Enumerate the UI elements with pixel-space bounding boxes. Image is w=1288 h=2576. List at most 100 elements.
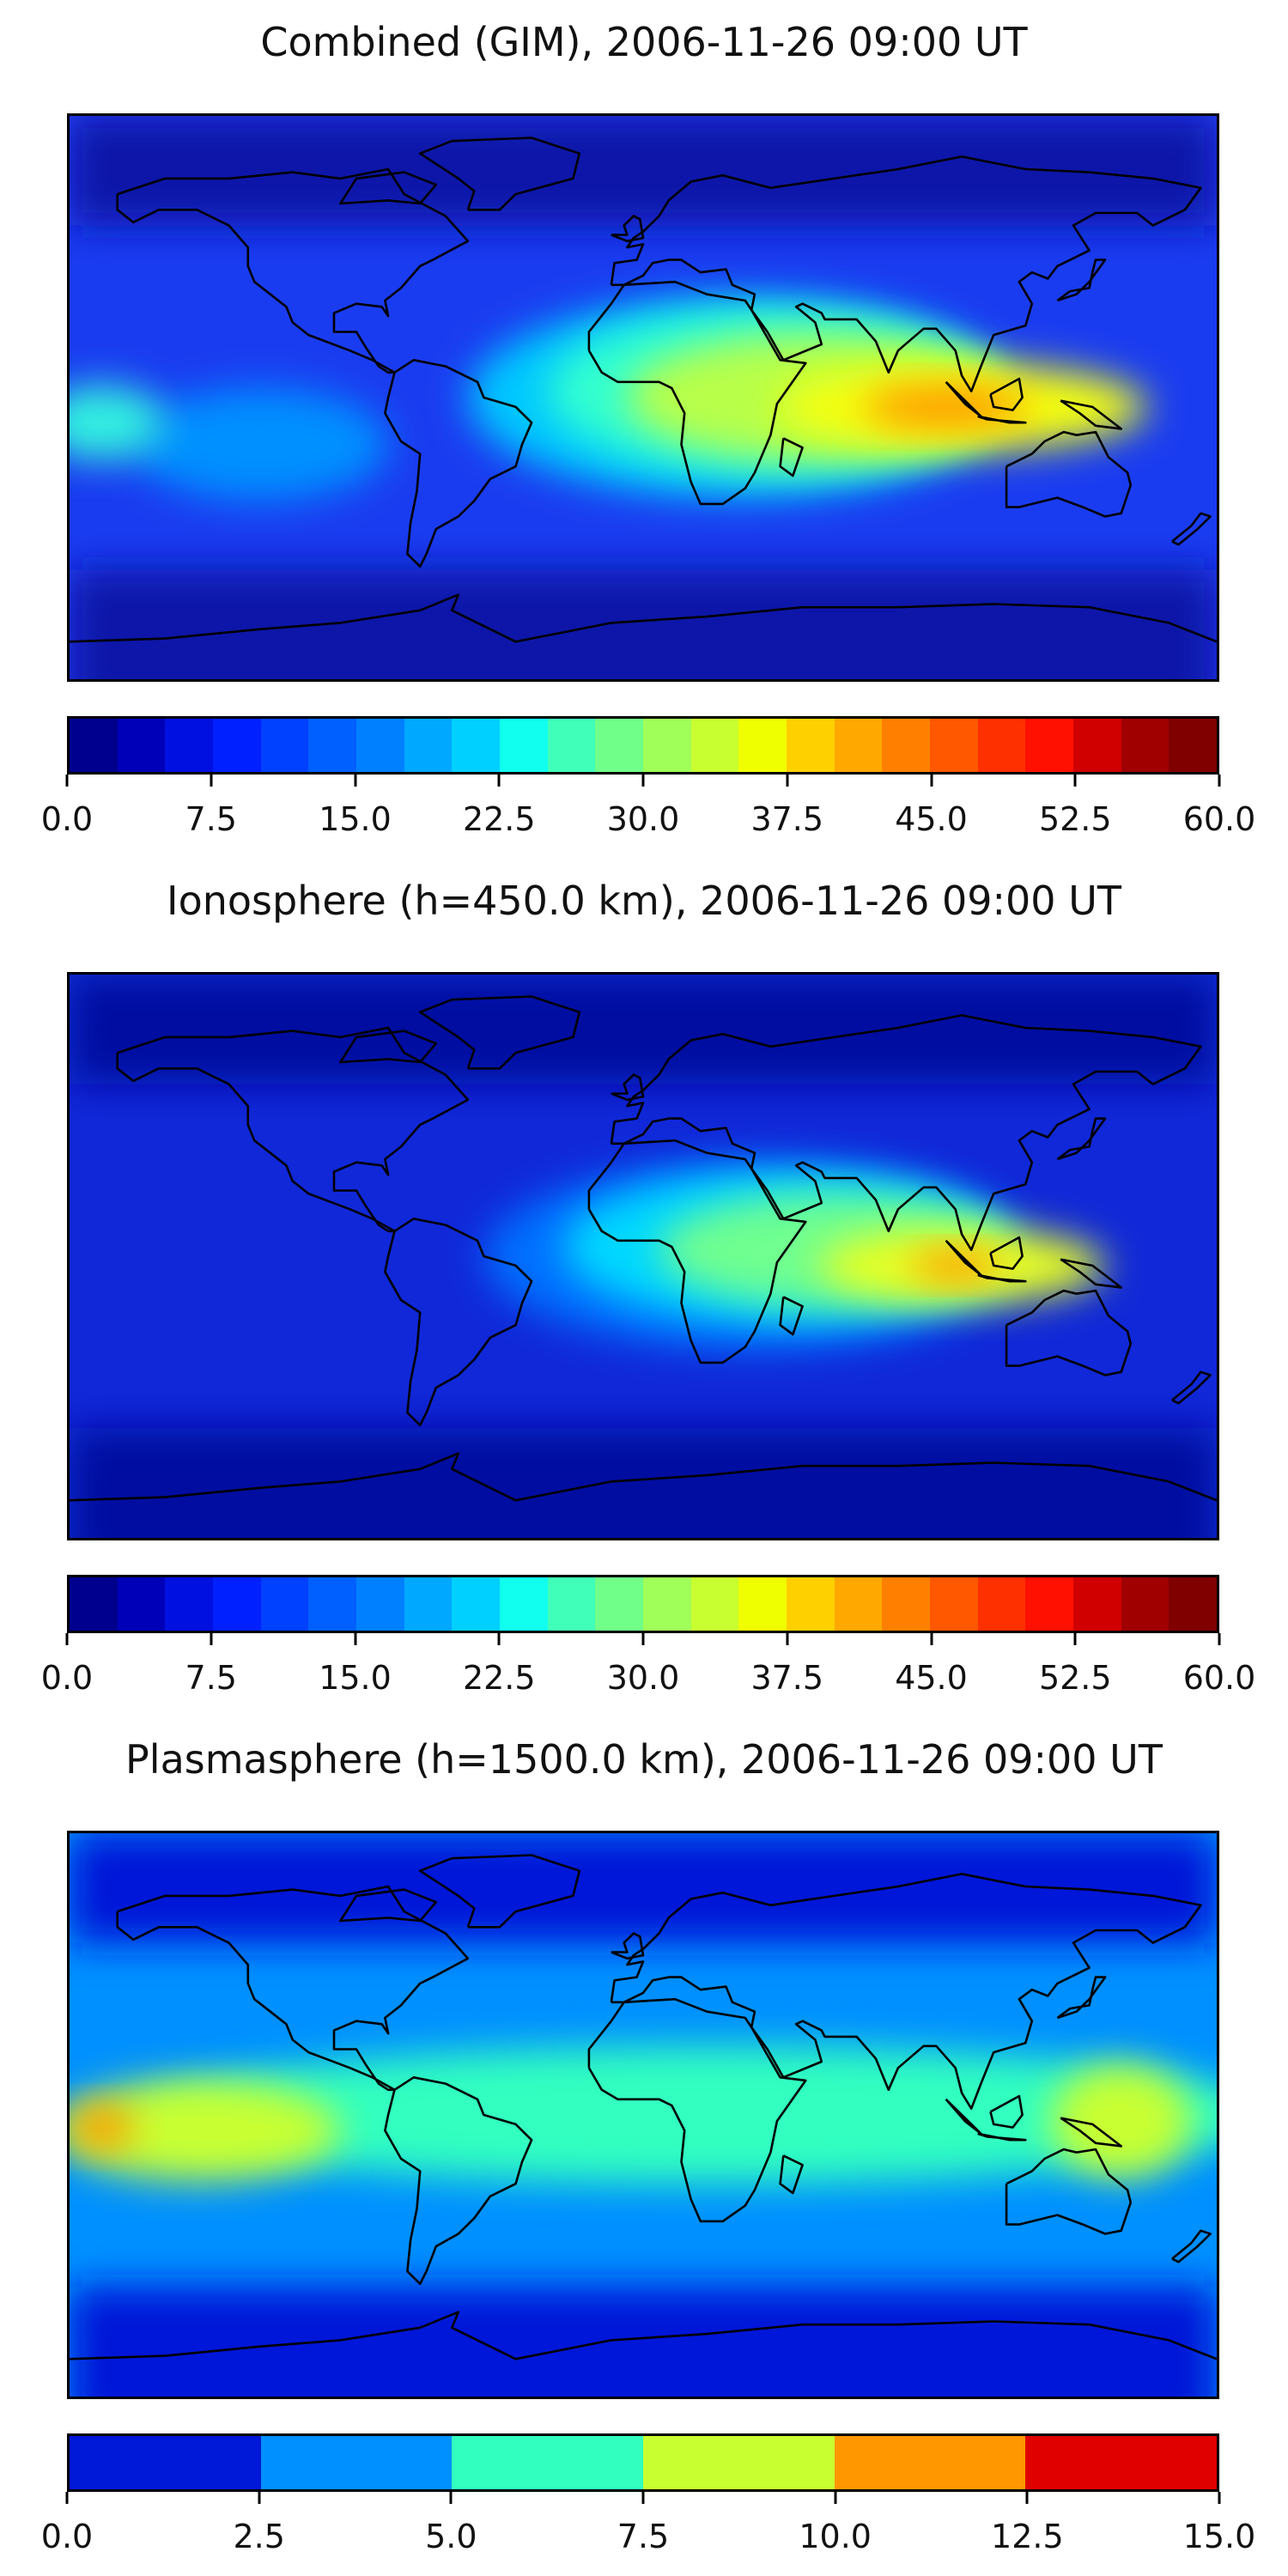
coastline: [587, 1139, 807, 1364]
coastline: [779, 2154, 804, 2195]
field-polar-north: [70, 975, 1217, 1084]
coastline: [610, 1873, 1202, 2111]
colorbar-cell: [643, 2436, 835, 2489]
coastline: [611, 1073, 645, 1102]
coastline: [339, 1888, 438, 1923]
colorbar-tick: [497, 775, 501, 787]
colorbar-tick-label: 45.0: [895, 800, 968, 838]
colorbar-tick-label: 5.0: [425, 2518, 477, 2555]
coastline: [70, 2311, 1217, 2360]
colorbar-cell: [70, 1577, 118, 1631]
colorbar-cell: [117, 1577, 166, 1631]
colorbar-tick-label: 37.5: [750, 800, 824, 838]
colorbar-tick-label: 37.5: [750, 1659, 824, 1697]
coastline: [1056, 258, 1107, 302]
colorbar-cell: [1025, 2436, 1218, 2489]
panel-ionosphere: Ionosphere (h=450.0 km), 2006-11-26 09:0…: [0, 859, 1288, 1717]
field-contour-region: [1051, 2064, 1192, 2178]
colorbar-tick-label: 0.0: [40, 800, 94, 838]
colorbar-cell: [1025, 719, 1074, 772]
colorbar-cell: [930, 1577, 978, 1631]
colorbar-tick: [1218, 775, 1221, 787]
map-svg: [70, 975, 1217, 1538]
map-plasmasphere: [67, 1831, 1219, 2399]
colorbar-cell: [977, 1577, 1026, 1631]
colorbar-tick: [449, 2492, 453, 2504]
field-polar-south: [70, 569, 1217, 679]
colorbar-plasmasphere: [67, 2433, 1219, 2492]
colorbar-cell: [356, 1577, 404, 1631]
colorbar-cell: [834, 1577, 883, 1631]
field-contour-region: [70, 2080, 341, 2181]
colorbar-cell: [547, 719, 596, 772]
coastline: [611, 1932, 645, 1960]
colorbar-ionosphere: [67, 1575, 1219, 1633]
colorbar-tick: [258, 2492, 261, 2504]
colorbar-tick: [930, 775, 933, 787]
colorbar-cell: [977, 719, 1026, 772]
colorbar-tick-label: 15.0: [319, 1659, 392, 1697]
colorbar-cell: [1169, 719, 1218, 772]
field-contour-region: [133, 2045, 1217, 2184]
colorbar-cell: [404, 719, 453, 772]
colorbar-cell: [690, 719, 739, 772]
coastline: [989, 2094, 1024, 2129]
colorbar-cell: [213, 1577, 261, 1631]
coastline: [1060, 1258, 1122, 1289]
map-svg: [70, 1833, 1217, 2397]
coastline: [977, 415, 1027, 424]
colorbar-tick: [786, 775, 789, 787]
colorbar-tick-label: 30.0: [606, 1659, 680, 1697]
colorbar-cell: [260, 2436, 453, 2489]
colorbar-cell: [595, 719, 644, 772]
colorbar-tick: [834, 2492, 837, 2504]
colorbar-cell: [1025, 1577, 1074, 1631]
colorbar-cell: [643, 1577, 691, 1631]
panel-combined: Combined (GIM), 2006-11-26 09:00 UT 0.0 7…: [0, 0, 1288, 859]
coastline: [418, 1854, 581, 1929]
coastline: [779, 437, 804, 477]
colorbar-cell: [547, 1577, 596, 1631]
colorbar-tick-label: 52.5: [1038, 1659, 1112, 1697]
colorbar-tick: [1073, 1633, 1077, 1645]
colorbar-tick: [641, 2492, 645, 2504]
colorbar-tick: [786, 1633, 789, 1645]
coastline: [384, 1217, 533, 1427]
field-polar-south: [70, 2287, 1217, 2397]
field-contour-region: [70, 2105, 134, 2150]
coastline: [1171, 2229, 1212, 2263]
coastline: [1005, 430, 1133, 518]
colorbar-tick: [641, 1633, 645, 1645]
colorbar-cell: [1073, 1577, 1121, 1631]
field-polar-north: [70, 116, 1217, 226]
coastline: [1056, 1117, 1107, 1161]
colorbar-tick-label: 2.5: [233, 2518, 285, 2555]
colorbar-cell: [260, 1577, 309, 1631]
colorbar-tick: [354, 775, 356, 787]
colorbar-tick-label: 7.5: [617, 2518, 670, 2555]
coastline: [610, 1014, 1202, 1252]
coastline: [1171, 512, 1212, 546]
colorbar-tick-label: 52.5: [1038, 800, 1112, 838]
colorbar-cell: [787, 1577, 835, 1631]
colorbar-tick: [1218, 2492, 1221, 2504]
colorbar-tick-label: 45.0: [895, 1659, 968, 1697]
colorbar-cell: [260, 719, 309, 772]
coastline: [611, 215, 645, 243]
colorbar-cell: [882, 1577, 931, 1631]
coastline: [1060, 2117, 1122, 2148]
colorbar-tick: [930, 1633, 933, 1645]
coastline: [339, 1030, 438, 1064]
coastline: [116, 1885, 470, 2092]
coastline: [587, 1997, 807, 2223]
coastline: [1056, 1976, 1107, 2020]
field-contour-region: [133, 388, 389, 501]
coastline: [1005, 2148, 1133, 2235]
colorbar-tick-label: 60.0: [1182, 1659, 1256, 1697]
colorbar-ticks-ionosphere: 0.0 7.5 15.0 22.5 30.0 37.5 45.0 52.5 60.0: [41, 1633, 1255, 1702]
colorbar-cell: [1121, 719, 1170, 772]
panel-title: Plasmasphere (h=1500.0 km), 2006-11-26 0…: [125, 1736, 1163, 1783]
coastline: [384, 358, 533, 568]
colorbar-cell: [165, 719, 214, 772]
colorbar-tick-label: 22.5: [462, 800, 536, 838]
